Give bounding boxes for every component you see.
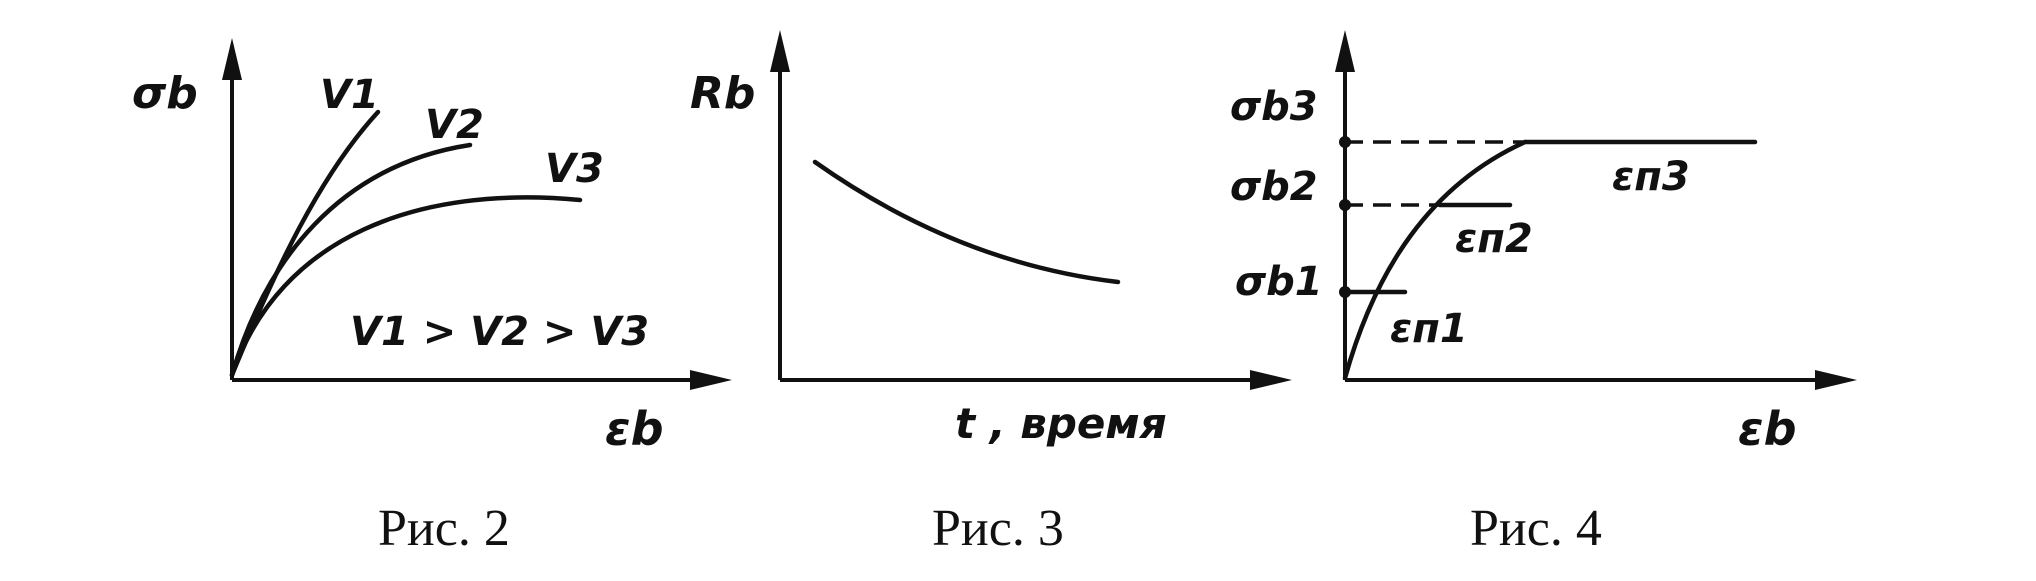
fig3-x-label: t , время (955, 399, 1167, 448)
fig4-y-arrow (1335, 30, 1355, 72)
fig2-x-label: εb (605, 402, 664, 456)
fig3-y-arrow (770, 30, 790, 72)
fig4-curve (1342, 139, 1528, 381)
fig3-caption: Рис. 3 (932, 500, 1064, 557)
figure-3: Rb t , время Рис. 3 (690, 30, 1292, 557)
fig4-level-label-1: σb1 (1235, 259, 1323, 305)
fig3-x-arrow (1250, 370, 1292, 390)
fig2-x-arrow (690, 370, 732, 390)
fig2-label-v1: V1 (320, 72, 379, 118)
fig4-segment-label-2: εп2 (1455, 216, 1533, 262)
fig2-label-v3: V3 (545, 146, 604, 192)
fig4-level-1-dot (1339, 286, 1351, 298)
fig3-curve (812, 159, 1121, 285)
fig4-x-arrow (1815, 370, 1857, 390)
fig4-x-label: εb (1738, 402, 1797, 456)
fig4-segment-label-1: εп1 (1390, 306, 1468, 352)
fig4-level-3-dot (1339, 136, 1351, 148)
fig4-caption: Рис. 4 (1470, 500, 1602, 557)
figure-2: σb εb V1 V2 V3 V1 > V2 > V3 Рис. 2 (132, 38, 732, 557)
fig2-curve-v3 (229, 195, 583, 378)
fig2-label-v2: V2 (425, 102, 484, 148)
fig4-level-label-3: σb3 (1230, 84, 1318, 130)
fig2-caption: Рис. 2 (378, 500, 510, 557)
fig2-y-label: σb (132, 68, 198, 119)
figure-4: σb3 σb2 σb1 εп3 εп2 εп1 εb Рис. 4 (1230, 30, 1857, 557)
fig2-y-arrow (222, 38, 242, 80)
fig4-level-label-2: σb2 (1230, 164, 1318, 210)
fig4-segment-label-3: εп3 (1612, 154, 1690, 200)
fig2-relation: V1 > V2 > V3 (350, 309, 649, 355)
fig4-level-2-dot (1339, 199, 1351, 211)
fig2-curve-v2 (229, 142, 473, 378)
fig3-y-label: Rb (690, 68, 755, 119)
